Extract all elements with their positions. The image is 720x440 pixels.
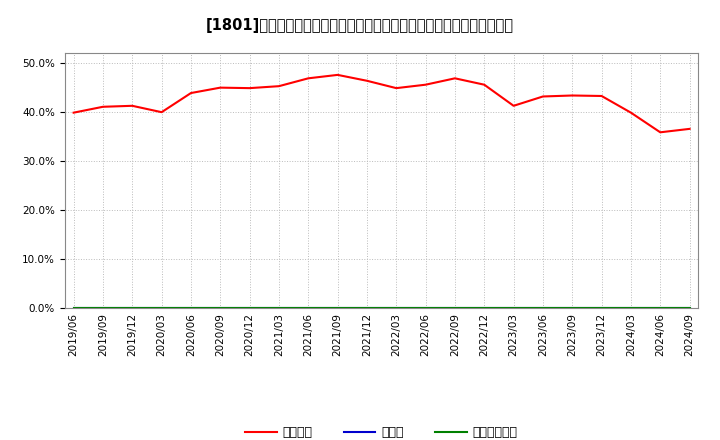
自己資本 [509,103,518,108]
自己資本 [274,84,283,89]
のれん [392,305,400,311]
繰延税金資産 [274,305,283,311]
繰延税金資産 [539,305,547,311]
繰延税金資産 [99,305,107,311]
自己資本 [568,93,577,98]
繰延税金資産 [685,305,694,311]
のれん [656,305,665,311]
繰延税金資産 [656,305,665,311]
のれん [128,305,137,311]
繰延税金資産 [157,305,166,311]
繰延税金資産 [598,305,606,311]
繰延税金資産 [69,305,78,311]
繰延税金資産 [509,305,518,311]
自己資本 [333,72,342,77]
繰延税金資産 [246,305,254,311]
自己資本 [656,130,665,135]
繰延税金資産 [421,305,430,311]
自己資本 [128,103,137,108]
のれん [363,305,372,311]
のれん [568,305,577,311]
繰延税金資産 [363,305,372,311]
Legend: 自己資本, のれん, 繰延税金資産: 自己資本, のれん, 繰延税金資産 [240,422,523,440]
自己資本 [157,110,166,115]
繰延税金資産 [216,305,225,311]
繰延税金資産 [304,305,312,311]
のれん [274,305,283,311]
自己資本 [451,76,459,81]
繰延税金資産 [626,305,635,311]
のれん [216,305,225,311]
のれん [157,305,166,311]
自己資本 [363,78,372,84]
自己資本 [304,76,312,81]
繰延税金資産 [392,305,400,311]
のれん [333,305,342,311]
繰延税金資産 [128,305,137,311]
繰延税金資産 [451,305,459,311]
繰延税金資産 [333,305,342,311]
自己資本 [216,85,225,90]
自己資本 [626,110,635,115]
のれん [304,305,312,311]
のれん [685,305,694,311]
のれん [480,305,489,311]
のれん [626,305,635,311]
のれん [509,305,518,311]
自己資本 [69,110,78,115]
自己資本 [99,104,107,110]
自己資本 [539,94,547,99]
のれん [246,305,254,311]
Text: [1801]　自己資本、のれん、繰延税金資産の総資産に対する比率の推移: [1801] 自己資本、のれん、繰延税金資産の総資産に対する比率の推移 [206,18,514,33]
のれん [69,305,78,311]
Line: 自己資本: 自己資本 [73,75,690,132]
自己資本 [186,90,195,95]
のれん [421,305,430,311]
自己資本 [421,82,430,87]
自己資本 [392,85,400,91]
のれん [99,305,107,311]
自己資本 [685,126,694,132]
のれん [539,305,547,311]
繰延税金資産 [480,305,489,311]
繰延税金資産 [568,305,577,311]
自己資本 [246,85,254,91]
自己資本 [480,82,489,87]
自己資本 [598,93,606,99]
のれん [598,305,606,311]
のれん [451,305,459,311]
のれん [186,305,195,311]
繰延税金資産 [186,305,195,311]
